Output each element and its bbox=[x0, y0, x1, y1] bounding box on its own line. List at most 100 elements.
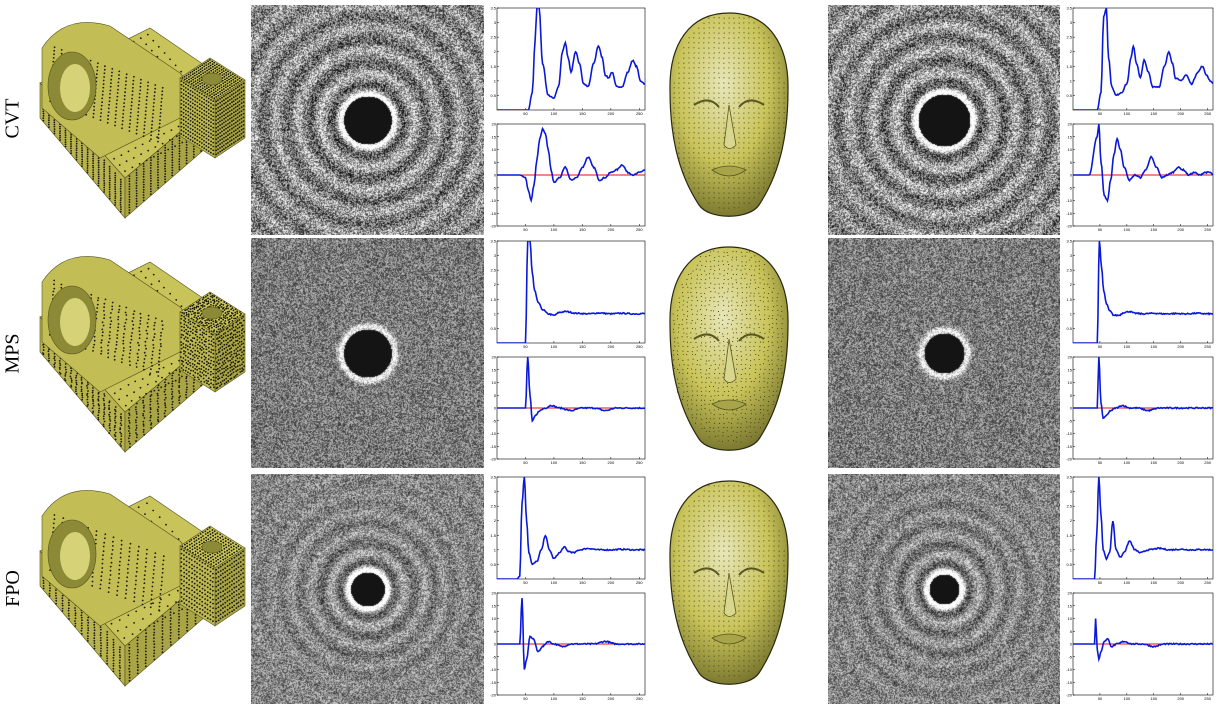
radial-plot-part-mps: 50 100 150 200 250 0.5 1 1.5 2 2.5 3 3.5 bbox=[487, 238, 649, 351]
x-tick-label: 50 bbox=[523, 227, 528, 232]
y-tick-label: -10 bbox=[1066, 667, 1073, 672]
y-tick-label: 2.5 bbox=[490, 35, 496, 40]
x-tick-label: 150 bbox=[1150, 580, 1157, 585]
x-tick-label: 50 bbox=[523, 696, 528, 701]
x-tick-label: 100 bbox=[1124, 227, 1131, 232]
series-line bbox=[497, 241, 645, 343]
y-tick-label: 10 bbox=[1068, 147, 1073, 152]
spectrum-head-mps bbox=[828, 238, 1060, 468]
y-tick-label: 0.5 bbox=[1066, 93, 1072, 98]
x-tick-label: 250 bbox=[636, 227, 643, 232]
y-tick-label: -5 bbox=[1068, 418, 1072, 423]
y-tick-label: 1 bbox=[1070, 547, 1073, 552]
radial-plot-part-fpo: 50 100 150 200 250 0.5 1 1.5 2 2.5 3 3.5 bbox=[487, 474, 649, 587]
anisotropy-plot-head-mps: 50 100 150 200 250 -20 -15 -10 -5 0 5 10 15 20 bbox=[1063, 354, 1217, 467]
row-label-fpo: FPO bbox=[1, 569, 24, 607]
y-tick-label: 1.5 bbox=[1066, 64, 1072, 69]
radial-plot-part-cvt: 50 100 150 200 250 0.5 1 1.5 2 2.5 3 3.5 bbox=[487, 5, 649, 118]
x-tick-label: 200 bbox=[1177, 227, 1184, 232]
y-tick-label: 0.5 bbox=[490, 326, 496, 331]
y-tick-label: 3.5 bbox=[490, 475, 496, 480]
y-tick-label: 2.5 bbox=[490, 268, 496, 273]
y-tick-label: -10 bbox=[490, 431, 497, 436]
right-eye bbox=[738, 333, 765, 342]
y-tick-label: 2 bbox=[1070, 49, 1073, 54]
x-tick-label: 100 bbox=[1124, 696, 1131, 701]
y-tick-label: 3.5 bbox=[1066, 239, 1072, 244]
x-tick-label: 50 bbox=[1098, 227, 1103, 232]
series-line bbox=[1073, 8, 1213, 110]
nose bbox=[723, 104, 737, 149]
spectrum-part-cvt bbox=[251, 5, 484, 235]
y-tick-label: 3.5 bbox=[1066, 475, 1072, 480]
y-tick-label: 20 bbox=[492, 355, 497, 360]
y-tick-label: 0 bbox=[1070, 173, 1073, 178]
y-tick-label: -10 bbox=[490, 667, 497, 672]
y-tick-label: 10 bbox=[492, 616, 497, 621]
sample-points bbox=[180, 314, 215, 389]
y-tick-label: 5 bbox=[1070, 160, 1073, 165]
mouth bbox=[711, 165, 747, 177]
x-tick-label: 200 bbox=[608, 580, 615, 585]
y-tick-label: 15 bbox=[1068, 367, 1073, 372]
y-tick-label: 1.5 bbox=[1066, 297, 1072, 302]
x-tick-label: 100 bbox=[1124, 344, 1131, 349]
y-tick-label: 20 bbox=[1068, 355, 1073, 360]
y-tick-label: 10 bbox=[1068, 616, 1073, 621]
x-tick-label: 250 bbox=[1204, 227, 1211, 232]
y-tick-label: 20 bbox=[492, 122, 497, 127]
part-model-cvt bbox=[39, 22, 246, 219]
y-tick-label: -10 bbox=[490, 198, 497, 203]
y-tick-label: 20 bbox=[1068, 591, 1073, 596]
y-tick-label: 5 bbox=[494, 393, 497, 398]
nose bbox=[723, 338, 737, 383]
y-tick-label: 1.5 bbox=[490, 64, 496, 69]
x-tick-label: 200 bbox=[608, 696, 615, 701]
row-label-cvt: CVT bbox=[1, 98, 24, 138]
series-line bbox=[1073, 357, 1213, 420]
y-tick-label: -20 bbox=[490, 457, 497, 462]
radial-plot-head-cvt: 50 100 150 200 250 0.5 1 1.5 2 2.5 3 3.5 bbox=[1063, 5, 1217, 118]
y-tick-label: -20 bbox=[490, 224, 497, 229]
hole-inner bbox=[60, 298, 90, 346]
anisotropy-plot-part-cvt: 50 100 150 200 250 -20 -15 -10 -5 0 5 10 15 20 bbox=[487, 121, 649, 234]
block-hole bbox=[201, 540, 223, 554]
y-tick-label: 5 bbox=[494, 160, 497, 165]
x-tick-label: 200 bbox=[1177, 696, 1184, 701]
x-tick-label: 150 bbox=[579, 344, 586, 349]
x-tick-label: 250 bbox=[1204, 344, 1211, 349]
x-tick-label: 50 bbox=[523, 460, 528, 465]
series-line bbox=[497, 8, 645, 110]
x-tick-label: 250 bbox=[1204, 580, 1211, 585]
spectrum-head-fpo bbox=[828, 474, 1060, 704]
radial-plot-head-mps: 50 100 150 200 250 0.5 1 1.5 2 2.5 3 3.5 bbox=[1063, 238, 1217, 351]
spectrum-part-fpo bbox=[251, 474, 484, 704]
y-tick-label: 15 bbox=[492, 367, 497, 372]
y-tick-label: 2.5 bbox=[490, 504, 496, 509]
sample-points bbox=[180, 80, 215, 155]
x-tick-label: 150 bbox=[579, 696, 586, 701]
right-eye bbox=[738, 99, 765, 108]
series-line bbox=[1073, 241, 1213, 343]
series-line bbox=[497, 598, 645, 670]
x-tick-label: 250 bbox=[636, 344, 643, 349]
x-tick-label: 50 bbox=[1098, 344, 1103, 349]
y-tick-label: -20 bbox=[1066, 693, 1073, 698]
y-tick-label: 2.5 bbox=[1066, 504, 1072, 509]
y-tick-label: -20 bbox=[490, 693, 497, 698]
y-tick-label: 5 bbox=[494, 629, 497, 634]
y-tick-label: 15 bbox=[492, 603, 497, 608]
mesh-points bbox=[672, 250, 784, 443]
y-tick-label: 0 bbox=[494, 173, 497, 178]
x-tick-label: 200 bbox=[608, 111, 615, 116]
block-hole bbox=[201, 306, 223, 320]
y-tick-label: -20 bbox=[1066, 224, 1073, 229]
x-tick-label: 200 bbox=[1177, 111, 1184, 116]
y-tick-label: -15 bbox=[1066, 211, 1073, 216]
y-tick-label: 1 bbox=[494, 547, 497, 552]
x-tick-label: 50 bbox=[523, 111, 528, 116]
mouth bbox=[711, 633, 747, 645]
y-tick-label: 5 bbox=[1070, 629, 1073, 634]
y-tick-label: 0.5 bbox=[490, 93, 496, 98]
x-tick-label: 100 bbox=[1124, 111, 1131, 116]
